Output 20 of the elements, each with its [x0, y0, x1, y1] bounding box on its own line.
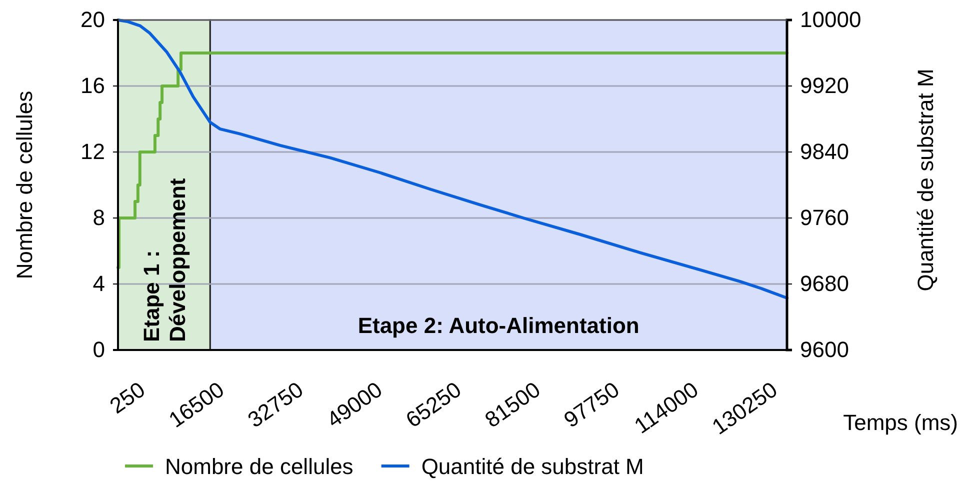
x-tick-label: 250	[105, 376, 150, 418]
y-tick-label: 4	[92, 271, 105, 296]
x-axis-title: Temps (ms)	[843, 410, 958, 435]
y-axis-title: Nombre de cellules	[12, 90, 37, 280]
y-tick-label: 8	[92, 205, 105, 230]
y2-tick-label: 10000	[800, 7, 862, 32]
y2-tick-label: 9600	[800, 337, 849, 362]
y-tick-label: 0	[92, 337, 105, 362]
legend-label: Nombre de cellules	[165, 454, 354, 479]
y2-axis-title: Quantité de substrat M	[913, 68, 938, 292]
y-tick-label: 20	[80, 7, 105, 32]
band-label: Etape 1 : Développement	[139, 178, 190, 342]
y2-tick-label: 9760	[800, 205, 849, 230]
legend-label: Quantité de substrat M	[421, 454, 644, 479]
y2-tick-label: 9920	[800, 73, 849, 98]
band-label: Etape 2: Auto-Alimentation	[358, 313, 640, 338]
y-tick-label: 16	[80, 73, 105, 98]
y-tick-label: 12	[80, 139, 105, 164]
y2-tick-label: 9840	[800, 139, 849, 164]
y2-tick-label: 9680	[800, 271, 849, 296]
